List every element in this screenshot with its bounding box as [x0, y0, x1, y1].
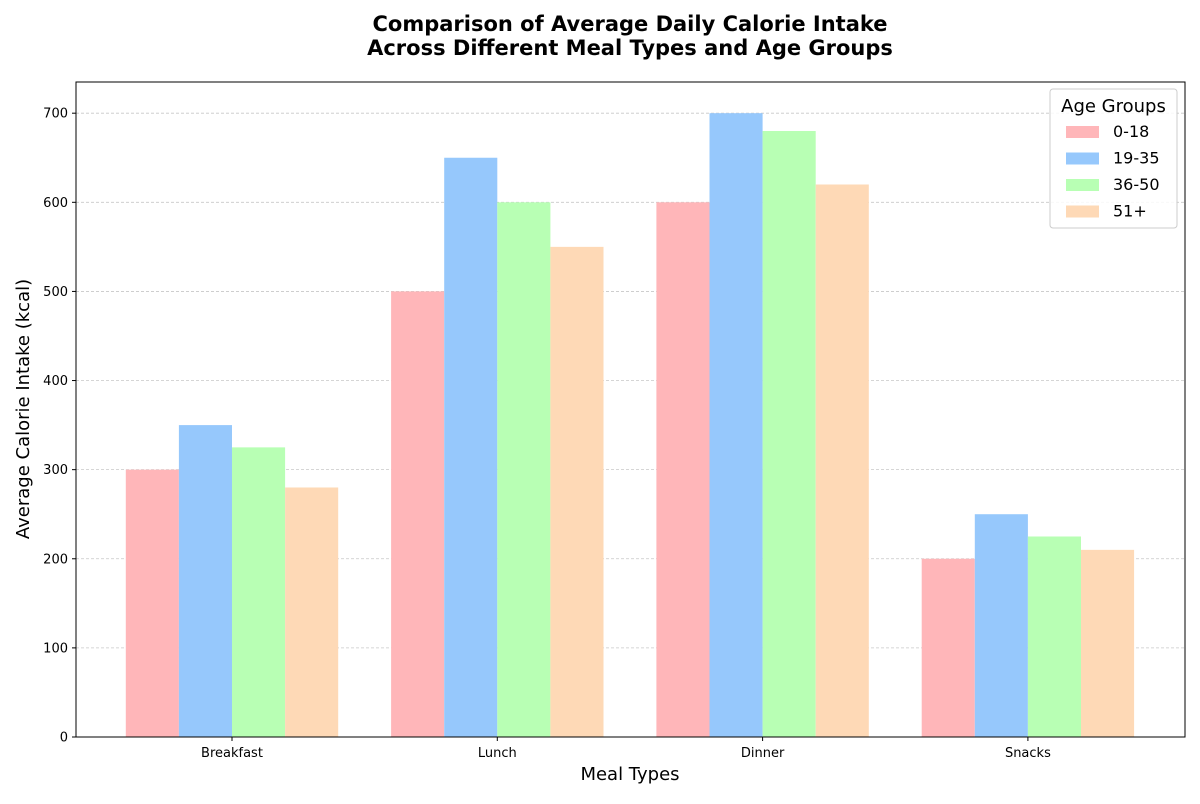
bar-51+-Snacks — [1081, 549, 1135, 737]
legend-swatch-0-18 — [1066, 126, 1099, 138]
y-tick-label: 700 — [43, 107, 68, 122]
y-tick-label: 600 — [43, 196, 68, 211]
y-tick-label: 100 — [43, 641, 68, 656]
y-tick-label: 300 — [43, 463, 68, 478]
x-axis-label: Meal Types — [580, 764, 679, 785]
bar-51+-Breakfast — [285, 487, 339, 737]
y-axis-label: Average Calorie Intake (kcal) — [13, 279, 34, 539]
bar-0-18-Breakfast — [125, 469, 179, 737]
legend-title: Age Groups — [1061, 96, 1166, 117]
legend-label-19-35: 19-35 — [1113, 149, 1160, 168]
x-tick-label: Breakfast — [201, 746, 263, 761]
y-tick-label: 500 — [43, 285, 68, 300]
y-tick-label: 400 — [43, 374, 68, 389]
x-tick-label: Lunch — [478, 746, 517, 761]
x-tick-label: Dinner — [741, 746, 785, 761]
legend-swatch-19-35 — [1066, 152, 1099, 165]
bar-19-35-Lunch — [444, 157, 498, 738]
bar-19-35-Breakfast — [178, 425, 232, 737]
legend-swatch-36-50 — [1066, 179, 1099, 191]
bar-0-18-Dinner — [656, 202, 710, 737]
bar-51+-Dinner — [815, 184, 869, 738]
bar-36-50-Breakfast — [232, 447, 286, 737]
y-tick-label: 0 — [60, 731, 68, 746]
chart-title-line: Across Different Meal Types and Age Grou… — [367, 36, 893, 60]
legend-label-51+: 51+ — [1113, 202, 1147, 221]
bar-0-18-Lunch — [391, 291, 445, 737]
bar-19-35-Dinner — [709, 113, 763, 737]
legend-box — [1049, 88, 1178, 229]
bar-36-50-Snacks — [1027, 536, 1081, 737]
bar-36-50-Dinner — [762, 131, 816, 737]
legend-swatch-51+ — [1066, 205, 1099, 218]
bar-51+-Lunch — [550, 246, 604, 737]
chart-title-line: Comparison of Average Daily Calorie Inta… — [372, 12, 887, 36]
legend: Age Groups 0-18 19-35 36-50 51+ — [1049, 88, 1178, 229]
legend-label-0-18: 0-18 — [1113, 122, 1149, 141]
x-tick-label: Snacks — [1005, 746, 1051, 761]
bar-19-35-Snacks — [974, 514, 1028, 737]
bar-36-50-Lunch — [497, 202, 551, 737]
legend-label-36-50: 36-50 — [1113, 175, 1160, 194]
bar-0-18-Snacks — [921, 558, 975, 737]
y-tick-label: 200 — [43, 552, 68, 567]
plot-frame — [75, 81, 1186, 738]
